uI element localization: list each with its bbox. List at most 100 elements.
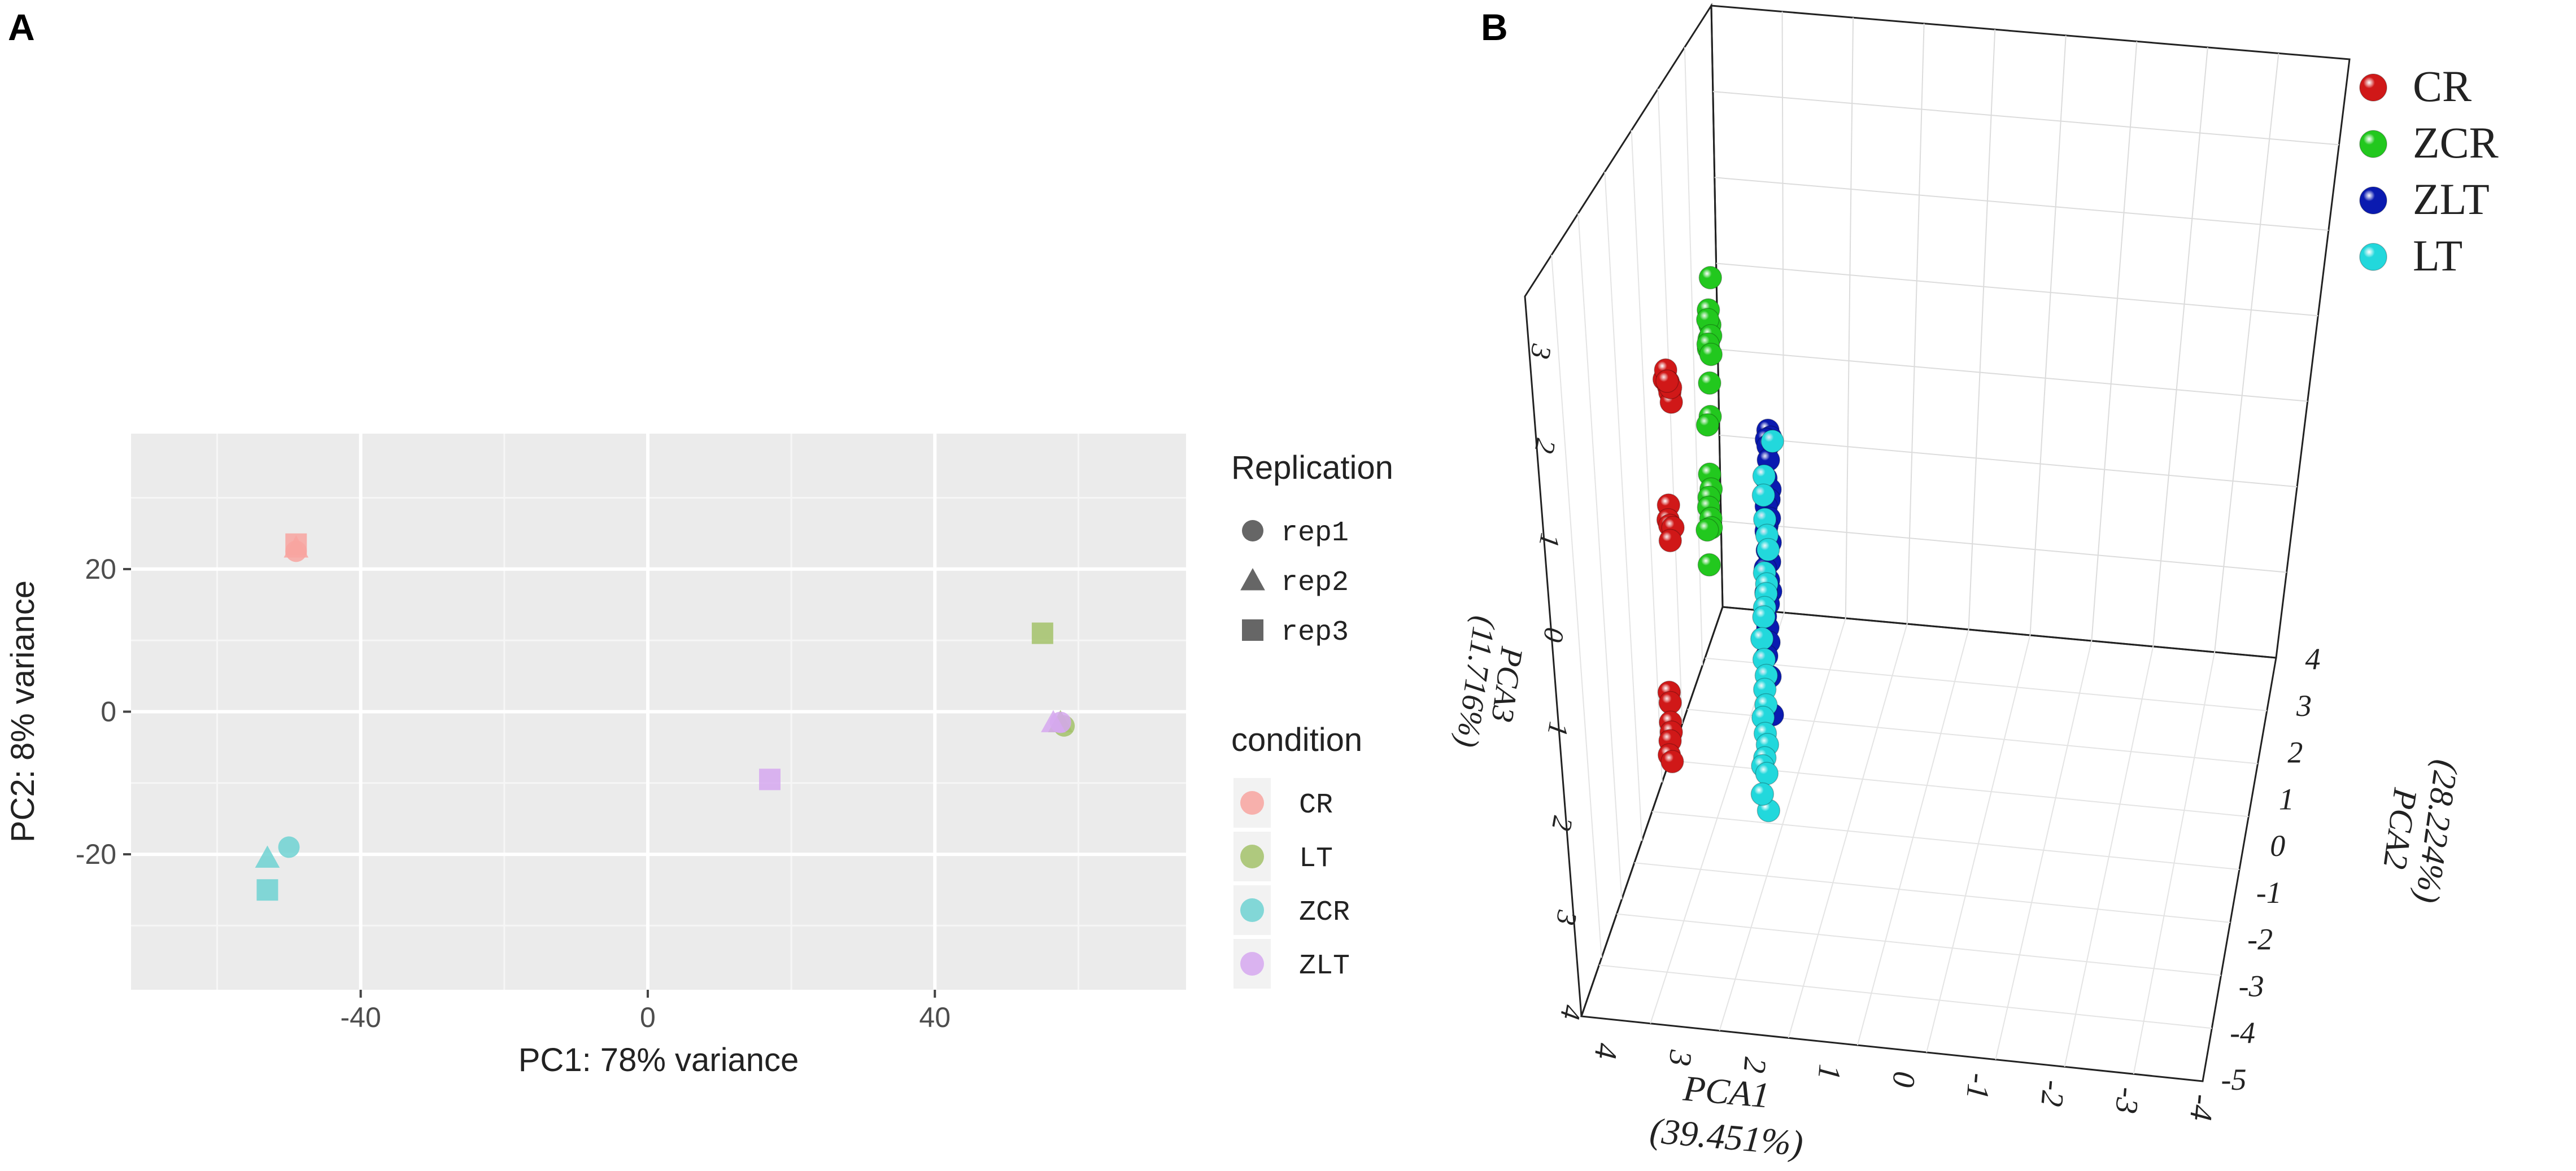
pca3-tick-label: 3 xyxy=(1550,908,1584,928)
point-zcr-rep1 xyxy=(278,836,300,858)
x-tick-label: 0 xyxy=(640,1002,656,1033)
floor-gridline xyxy=(1705,657,2267,711)
pca1-tick-label: 3 xyxy=(1662,1048,1698,1067)
pca3-tick-label: 0 xyxy=(1537,625,1571,644)
pca3-tick-label: 1 xyxy=(1541,719,1575,739)
floor-gridline xyxy=(1926,635,2031,1053)
legend-key-cr xyxy=(2359,73,2387,102)
floor-gridline xyxy=(1651,811,2240,870)
pca2-tick-label: 0 xyxy=(2270,829,2285,863)
back-wall-gridline xyxy=(2029,35,2067,636)
floor-gridline xyxy=(1788,623,1908,1038)
floor-gridline xyxy=(1719,618,1846,1031)
legend-color-title: condition xyxy=(1231,722,1362,758)
y-tick-label: -20 xyxy=(76,838,116,870)
point-zcr xyxy=(1695,518,1719,542)
point-cr xyxy=(1658,528,1683,553)
legend: Replication rep1 rep2 rep3 condition CR LT Z… xyxy=(1231,449,1393,989)
legend-key-lt xyxy=(1240,845,1264,868)
pca2-tick-label: 1 xyxy=(2279,782,2294,816)
point-cr xyxy=(1660,750,1684,774)
y-axis-label: PC2: 8% variance xyxy=(5,580,41,842)
pca3-tick-label: 4 xyxy=(1554,1003,1588,1022)
pca2-tick-label: -5 xyxy=(2221,1063,2247,1096)
legend-key-rep2 xyxy=(1240,568,1265,591)
legend-label-zlt: ZLT xyxy=(1299,950,1350,982)
back-wall-gridline xyxy=(1906,23,1925,624)
left-wall-gridline xyxy=(1604,172,1643,841)
point-zlt-rep3 xyxy=(759,768,781,790)
pca1-tick-label: 4 xyxy=(1588,1042,1624,1060)
point-lt xyxy=(1756,538,1780,562)
back-wall-gridline xyxy=(1845,18,1854,619)
pca3-tick-label: 2 xyxy=(1529,436,1562,456)
panel-b-label: B xyxy=(1481,6,1508,48)
legend: CR ZCR ZLT LT xyxy=(2359,62,2499,280)
y-tick-label: 0 xyxy=(101,696,116,728)
point-zcr xyxy=(1699,342,1723,366)
pca2-tick-label: 2 xyxy=(2287,736,2303,770)
point-lt xyxy=(1750,782,1775,806)
pca1-tick-label: -1 xyxy=(1959,1072,1997,1101)
floor-gridline xyxy=(1599,964,2212,1029)
back-wall-gridline xyxy=(2214,53,2279,653)
point-zcr xyxy=(1695,413,1720,437)
x-tick-label: 40 xyxy=(919,1002,951,1033)
pca1-tick-label: 0 xyxy=(1885,1070,1921,1089)
pca2-tick-label: 4 xyxy=(2305,642,2321,676)
panel-a-label: A xyxy=(8,6,35,48)
legend-label-cr: CR xyxy=(1299,789,1333,822)
back-wall-gridline xyxy=(1781,11,1785,613)
back-wall-gridline xyxy=(1716,263,2318,317)
y-tick-label: 20 xyxy=(85,553,116,585)
pca2-tick-label: 3 xyxy=(2296,689,2312,723)
point-cr xyxy=(1655,369,1679,393)
floor-gridline xyxy=(1634,862,2230,923)
floor-gridline xyxy=(1616,913,2221,976)
point-cr-rep3 xyxy=(285,533,307,555)
back-wall-gridline xyxy=(1721,520,2287,573)
legend-label-zlt: ZLT xyxy=(2413,174,2490,224)
pca1-tick-label: 2 xyxy=(1737,1056,1773,1074)
floor-gridline xyxy=(1995,640,2093,1060)
floor-gridline xyxy=(2133,652,2216,1074)
point-cr xyxy=(1658,691,1683,715)
legend-key-rep1 xyxy=(1242,520,1263,541)
legend-label-rep2: rep2 xyxy=(1281,567,1349,599)
legend-shape-title: Replication xyxy=(1231,449,1393,486)
point-lt xyxy=(1760,429,1784,453)
left-wall-gridline xyxy=(1551,255,1602,958)
grid-lines xyxy=(131,434,1186,990)
legend-key-cr xyxy=(1240,791,1264,815)
pca-2d-chart: -40 0 40 -20 0 20 PC1: 78% variance PC2: 8% … xyxy=(5,434,1393,1078)
legend-label-zcr: ZCR xyxy=(2413,118,2499,167)
pca2-tick-label: -3 xyxy=(2239,969,2264,1003)
back-wall-gridline xyxy=(1719,434,2298,488)
legend-label-rep1: rep1 xyxy=(1281,517,1349,549)
pca2-tick-label: -1 xyxy=(2256,876,2282,910)
floor xyxy=(1580,606,2277,1082)
left-wall-gridline xyxy=(1577,213,1623,899)
x-axis-label: PC1: 78% variance xyxy=(518,1042,799,1078)
y-tick-labels: -20 0 20 xyxy=(76,553,131,870)
legend-label-rep3: rep3 xyxy=(1281,617,1349,649)
legend-label-lt: LT xyxy=(1299,843,1333,875)
back-wall-gridline xyxy=(1714,177,2329,231)
legend-key-zlt xyxy=(1240,952,1264,976)
pca1-axis-label: PCA1 xyxy=(1681,1068,1771,1115)
left-wall-gridline xyxy=(1631,130,1663,783)
legend-label-lt: LT xyxy=(2413,231,2462,280)
point-lt-rep3 xyxy=(1031,622,1053,644)
pca2-tick-label: -2 xyxy=(2247,923,2273,956)
pca1-tick-label: -3 xyxy=(2108,1086,2146,1115)
point-zcr xyxy=(1697,553,1721,577)
data-points xyxy=(1652,266,1784,823)
back-wall xyxy=(1710,5,2351,659)
back-wall-gridline xyxy=(2152,47,2208,647)
legend-key-lt xyxy=(2359,243,2387,271)
pca1-tick-label: -2 xyxy=(2034,1079,2071,1108)
point-zcr xyxy=(1698,266,1723,290)
legend-key-zlt xyxy=(2359,186,2387,215)
back-wall-gridline xyxy=(2091,41,2138,641)
